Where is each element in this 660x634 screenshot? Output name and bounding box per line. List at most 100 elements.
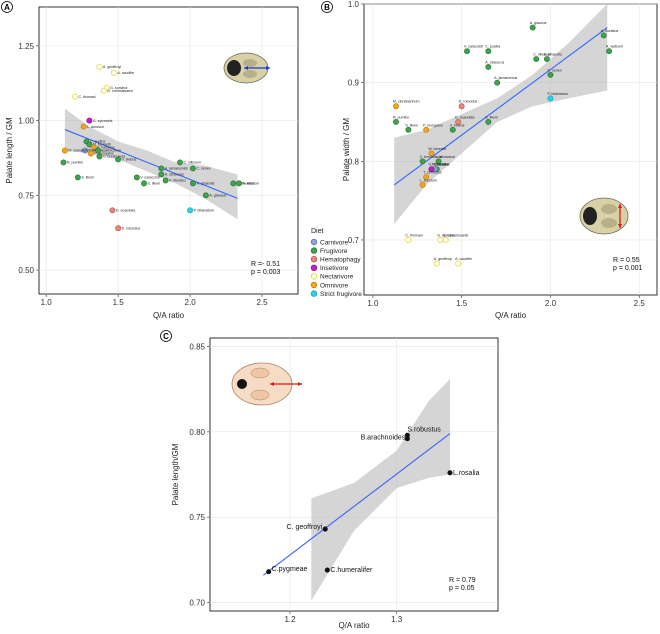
point-label: V. caraccioli [464, 45, 483, 49]
point-label: P. bilabiatum [194, 208, 214, 212]
y-tick-label: 0.75 [18, 191, 34, 200]
data-point [486, 49, 491, 54]
point-label: C. brevicauda [420, 155, 442, 159]
data-point [450, 127, 455, 132]
point-label: S.robustus [407, 426, 441, 433]
data-point [231, 181, 236, 186]
data-point [203, 193, 208, 198]
point-label: A. lituratus [169, 179, 186, 183]
data-point [87, 118, 92, 123]
panel-label-b-text: B [324, 3, 330, 12]
x-tick-label: 1.2 [284, 615, 296, 624]
x-axis-label: Q/A ratio [153, 311, 185, 320]
data-point [486, 64, 491, 69]
data-point [406, 127, 411, 132]
data-point [97, 64, 102, 69]
data-point [405, 436, 409, 440]
legend-swatch [311, 282, 317, 288]
legend-label: Nectarivore [320, 274, 354, 281]
data-point [101, 88, 106, 93]
legend-label: Frugivore [320, 248, 348, 255]
point-label: A. caudifer [455, 257, 473, 261]
data-point [456, 261, 461, 266]
data-point [62, 148, 67, 153]
data-point [111, 70, 116, 75]
point-label: A. caudifer [117, 71, 135, 75]
point-label: A. obscurus [485, 60, 504, 64]
data-point [443, 237, 448, 242]
point-label: A. glaucus [530, 21, 547, 25]
data-point [393, 119, 398, 124]
panel-label-a: A [2, 2, 13, 13]
data-point [601, 33, 606, 38]
figure-canvas: 1.0 1.5 2.0 2.50.500.751.001.25A. geoffroyi… [0, 0, 660, 634]
y-tick-label: 1.00 [18, 117, 34, 126]
data-point [434, 261, 439, 266]
data-point [464, 49, 469, 54]
y-tick-label: 0.9 [348, 79, 360, 88]
point-label: M. cinnabarinum [393, 100, 420, 104]
data-point [606, 49, 611, 54]
stat-r: R = 0.79 [449, 577, 476, 584]
panel-c: 1.2 1.30.700.750.800.85S.robustusB.arachn… [171, 338, 498, 630]
point-label: L. silvicolum [101, 149, 121, 153]
y-tick-label: 0.70 [189, 598, 205, 607]
data-point [420, 159, 425, 164]
legend-swatch [311, 291, 317, 297]
point-label: C. thomasi [405, 233, 422, 237]
data-point [72, 94, 77, 99]
x-tick-label: 2.5 [256, 298, 268, 307]
point-label: G. commissarisi [107, 89, 133, 93]
data-point [177, 160, 182, 165]
point-label: R. pumilio [393, 115, 409, 119]
data-point [534, 56, 539, 61]
data-point [325, 568, 329, 572]
data-point [266, 570, 270, 574]
x-tick-label: 1.5 [113, 298, 125, 307]
x-tick-label: 1.5 [456, 299, 468, 308]
data-point [81, 124, 86, 129]
legend-label: Omnivore [320, 282, 349, 289]
point-label: L. aurutum [87, 125, 104, 129]
data-point [116, 226, 121, 231]
stat-p: p = 0.05 [449, 585, 475, 592]
x-tick-label: 2.0 [545, 299, 557, 308]
point-label: A. watsoni [243, 182, 260, 186]
data-point [134, 175, 139, 180]
point-label: G. commissarisi [443, 233, 469, 237]
y-axis-label: Palate length / GM [5, 117, 14, 184]
point-label: V. bidens [122, 158, 137, 162]
x-tick-label: 1.0 [41, 298, 53, 307]
data-point [97, 154, 102, 159]
data-point [393, 104, 398, 109]
x-axis-label: Q/A ratio [338, 621, 370, 630]
legend-label: Insetivore [320, 265, 349, 272]
panel-label-b: B [322, 2, 333, 13]
data-point [88, 151, 93, 156]
legend-swatch [311, 239, 317, 245]
data-point [159, 166, 164, 171]
point-label: A. fluviatus [601, 29, 619, 33]
point-label: S. lilium [485, 115, 498, 119]
stat-r: R = 0.55 [613, 257, 640, 264]
point-label: V. bidens [450, 123, 465, 127]
point-label: A. geoffroyi [434, 257, 452, 261]
skull-illustration-b [580, 198, 628, 234]
stat-r: R =- 0.51 [251, 261, 280, 268]
data-point [110, 208, 115, 213]
y-tick-label: 0.85 [189, 343, 205, 352]
data-point [163, 178, 168, 183]
y-axis-label: Palate length/GM [171, 443, 180, 505]
data-point [141, 181, 146, 186]
data-point [448, 471, 452, 475]
point-label: A. phaeotis [196, 182, 214, 186]
legend-swatch [311, 274, 317, 280]
data-point [548, 96, 553, 101]
point-label: G. sylvestris [93, 119, 113, 123]
legend-swatch [311, 265, 317, 271]
point-label: D. ecaudata [116, 208, 135, 212]
point-label: A. obscurus [165, 173, 184, 177]
point-label: C.pygmeae [272, 566, 308, 573]
panel-label-c: C [161, 331, 172, 342]
data-point [424, 127, 429, 132]
